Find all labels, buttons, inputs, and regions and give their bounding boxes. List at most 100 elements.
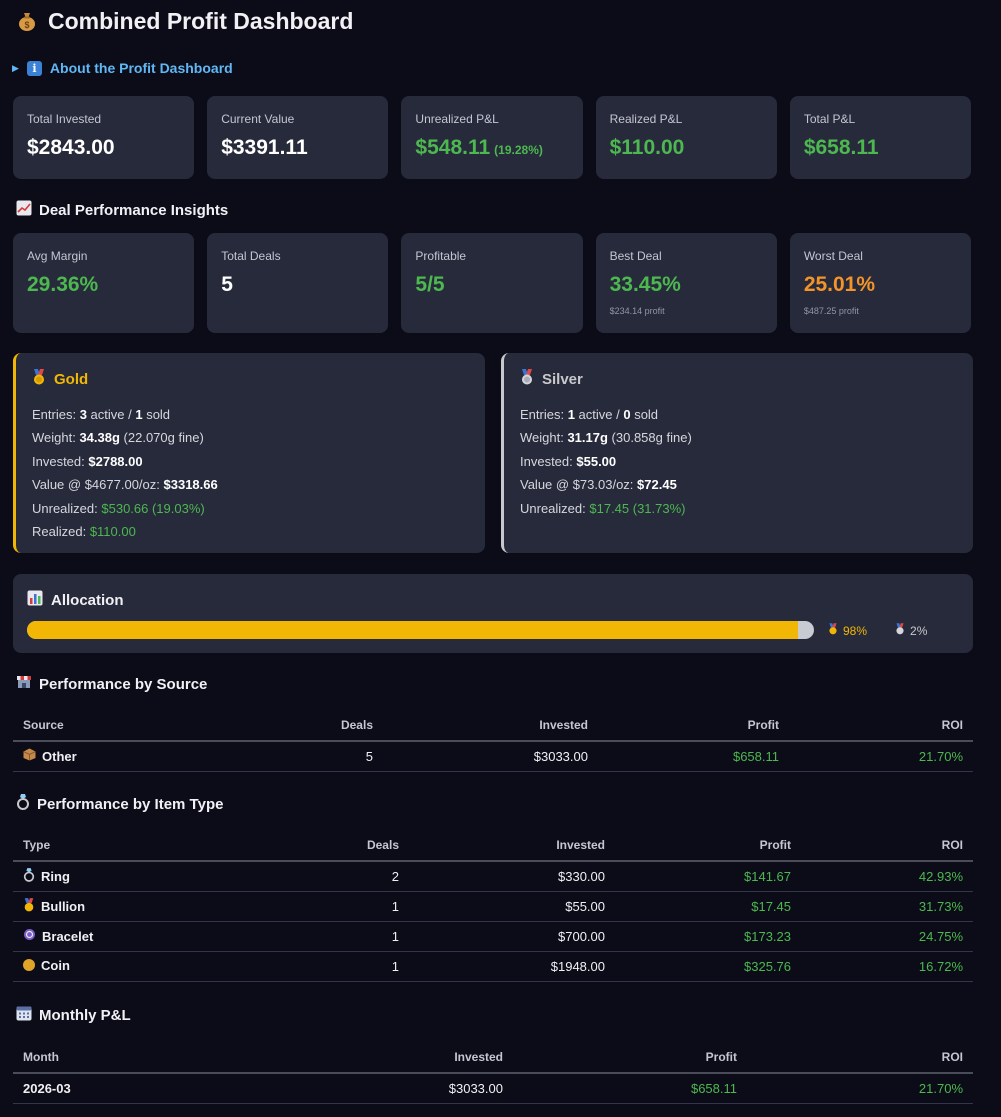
deals-cell: 2	[253, 861, 409, 892]
card-avg-margin: Avg Margin 29.36%	[13, 233, 195, 333]
monthly-table: Month Invested Profit ROI 2026-03 $3033.…	[13, 1041, 973, 1104]
monthly-title: Monthly P&L	[39, 1006, 131, 1024]
table-header-row: Type Deals Invested Profit ROI	[13, 829, 973, 862]
table-row: Ring 2 $330.00 $141.67 42.93%	[13, 861, 973, 892]
gold-legend: 98%	[828, 623, 867, 638]
label: Unrealized:	[32, 500, 102, 516]
silver-weight: Weight: 31.17g (30.858g fine)	[520, 426, 957, 449]
card-worst-deal: Worst Deal 25.01% $487.25 profit	[789, 233, 972, 333]
table-header-row: Month Invested Profit ROI	[13, 1041, 973, 1074]
invested-cell: $55.00	[409, 891, 615, 922]
label: active /	[86, 407, 136, 422]
label: Weight:	[520, 430, 568, 446]
roi-cell: 21.70%	[747, 1073, 973, 1104]
card-label: Avg Margin	[27, 249, 88, 263]
page-title-text: Combined Profit Dashboard	[48, 8, 354, 34]
type-cell: Bullion	[13, 891, 253, 922]
info-icon: i	[26, 60, 42, 76]
col-month: Month	[13, 1041, 253, 1074]
card-unrealized-pl: Unrealized P&L $548.11 (19.28%)	[401, 96, 583, 179]
active-count: 1	[567, 407, 575, 422]
silver-unrealized: Unrealized: $17.45 (31.73%)	[520, 497, 957, 520]
card-label: Total P&L	[803, 112, 856, 126]
allocation-legend: 98% 2%	[828, 623, 927, 638]
card-value: $110.00	[609, 136, 685, 159]
invested-cell: $1948.00	[409, 951, 615, 982]
source-cell: Other	[13, 741, 253, 772]
coin-icon	[23, 959, 35, 972]
source-title: Performance by Source	[39, 675, 208, 693]
store-icon	[16, 674, 32, 694]
package-icon	[23, 748, 36, 764]
card-value: $2843.00	[27, 136, 115, 159]
gold-medal-icon	[32, 369, 46, 389]
profit-cell: $141.67	[615, 861, 801, 892]
table-header-row: Source Deals Invested Profit ROI	[13, 709, 973, 742]
chart-increasing-icon	[16, 200, 32, 220]
card-total-deals: Total Deals 5	[207, 233, 389, 333]
col-profit: Profit	[513, 1041, 747, 1074]
col-roi: ROI	[801, 829, 973, 862]
card-value: 33.45%	[609, 273, 681, 296]
type-table: Type Deals Invested Profit ROI Ring 2 $3…	[13, 829, 973, 982]
table-row: 2026-03 $3033.00 $658.11 21.70%	[13, 1073, 973, 1104]
silver-pct: 2%	[910, 623, 928, 638]
col-profit: Profit	[615, 829, 801, 862]
card-total-pl: Total P&L $658.11	[789, 96, 972, 179]
silver-medal-icon	[520, 369, 534, 389]
card-best-deal: Best Deal 33.45% $234.14 profit	[595, 233, 777, 333]
insights-heading: Deal Performance Insights	[16, 200, 228, 220]
monthly-heading: Monthly P&L	[16, 1005, 131, 1025]
card-label: Profitable	[415, 249, 467, 263]
value-amount: $3318.66	[163, 477, 218, 493]
label: Unrealized:	[520, 500, 590, 516]
about-toggle[interactable]: ▶ i About the Profit Dashboard	[12, 60, 233, 76]
card-value-wrap: $548.11 (19.28%)	[415, 136, 568, 160]
roi-cell: 31.73%	[801, 891, 973, 922]
col-source: Source	[13, 709, 253, 742]
roi-cell: 24.75%	[801, 921, 973, 952]
card-value: 25.01%	[803, 273, 876, 296]
silver-medal-icon	[895, 623, 905, 638]
source-heading: Performance by Source	[16, 674, 207, 694]
card-sub: $487.25 profit	[803, 306, 859, 316]
table-row: Other 5 $3033.00 $658.11 21.70%	[13, 741, 973, 772]
label: Invested:	[32, 453, 89, 469]
allocation-heading: Allocation	[27, 590, 959, 610]
realized-value: $110.00	[89, 524, 136, 540]
bracelet-icon	[23, 928, 36, 944]
card-label: Worst Deal	[803, 249, 863, 263]
type-name: Coin	[41, 957, 70, 973]
gold-invested: Invested: $2788.00	[32, 450, 469, 473]
gold-pct: 98%	[843, 623, 868, 638]
sold-count: 0	[623, 407, 631, 422]
card-value: $548.11	[415, 136, 491, 159]
silver-title: Silver	[542, 370, 583, 388]
table-row: Bracelet 1 $700.00 $173.23 24.75%	[13, 921, 973, 952]
calendar-icon	[16, 1005, 32, 1025]
silver-heading: Silver	[520, 369, 957, 389]
label: Value @ $4677.00/oz:	[32, 477, 164, 493]
active-count: 3	[79, 407, 87, 422]
label: sold	[142, 407, 171, 422]
fine-weight: (22.070g fine)	[119, 430, 204, 446]
ring-icon	[23, 867, 35, 885]
label: Realized:	[32, 524, 90, 540]
card-value: $658.11	[803, 136, 879, 159]
gold-weight: Weight: 34.38g (22.070g fine)	[32, 426, 469, 449]
invested-value: $2788.00	[88, 453, 143, 469]
deals-cell: 1	[253, 891, 409, 922]
col-roi: ROI	[789, 709, 973, 742]
insight-cards: Avg Margin 29.36% Total Deals 5 Profitab…	[13, 233, 972, 333]
gold-realized: Realized: $110.00	[32, 520, 469, 543]
col-invested: Invested	[253, 1041, 513, 1074]
bar-chart-icon	[27, 590, 43, 610]
card-label: Total Deals	[221, 249, 281, 263]
col-deals: Deals	[253, 829, 409, 862]
label: sold	[630, 407, 659, 422]
card-current-value: Current Value $3391.11	[207, 96, 389, 179]
col-roi: ROI	[747, 1041, 973, 1074]
invested-cell: $700.00	[409, 921, 615, 952]
card-pct: (19.28%)	[494, 143, 543, 157]
